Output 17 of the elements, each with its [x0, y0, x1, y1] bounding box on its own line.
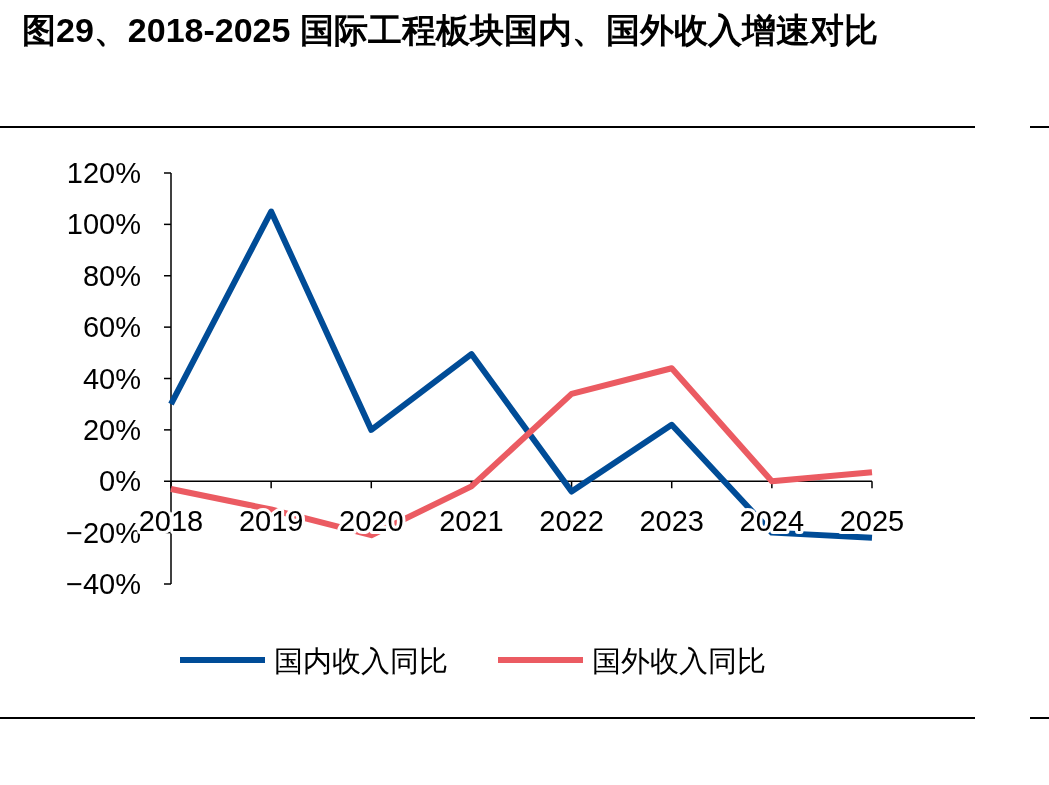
x-tick-label: 2019: [238, 505, 304, 538]
x-tick-label: 2022: [539, 505, 604, 538]
y-tick-label: 40%: [82, 362, 141, 395]
x-tick-label: 2023: [639, 505, 704, 538]
legend-label: 国外收入同比: [592, 645, 766, 677]
y-tick-label: −40%: [66, 568, 141, 600]
y-tick-label: 60%: [82, 311, 141, 344]
y-tick-label: 0%: [99, 465, 141, 498]
y-tick-label: 20%: [82, 413, 141, 446]
y-tick-label: 80%: [82, 259, 141, 292]
y-tick-label: −20%: [66, 516, 141, 549]
y-tick-label: 100%: [66, 208, 141, 241]
x-tick-label: 2021: [439, 505, 504, 538]
y-tick-label: 120%: [66, 157, 141, 189]
legend-label: 国内收入同比: [274, 645, 448, 677]
x-tick-label: 2025: [839, 505, 905, 538]
title: 图29、2018-2025 国际工程板块国内、国外收入增速对比: [22, 11, 878, 49]
